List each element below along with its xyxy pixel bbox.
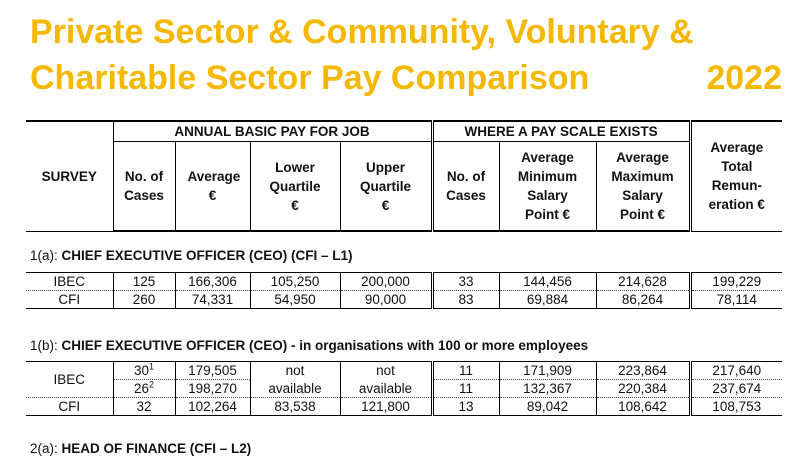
cases-value: 30 <box>133 363 149 378</box>
data-table-1a: IBEC 125 166,306 105,250 200,000 33 144,… <box>26 272 782 309</box>
cell-cases: 260 <box>112 290 176 309</box>
cell-scale-cases: 83 <box>430 290 500 309</box>
cell-lower-quartile: not <box>249 361 341 380</box>
cell-total-remuneration: 237,674 <box>688 379 782 398</box>
section-heading: CHIEF EXECUTIVE OFFICER (CEO) (CFI – L1) <box>61 248 353 263</box>
cell-average: 166,306 <box>174 272 251 291</box>
section-id: 1(a): <box>30 248 58 263</box>
section-title-1a: 1(a): CHIEF EXECUTIVE OFFICER (CEO) (CFI… <box>30 248 353 263</box>
cell-cases: 125 <box>112 272 176 291</box>
cell-cases: 301 <box>112 361 176 380</box>
cell-upper-quartile: 90,000 <box>339 290 433 309</box>
table-row: IBEC 125 166,306 105,250 200,000 33 144,… <box>26 272 782 291</box>
title-line-1: Private Sector & Community, Voluntary & <box>30 13 694 51</box>
column-header: SURVEY ANNUAL BASIC PAY FOR JOB WHERE A … <box>26 120 783 232</box>
section-title-1b: 1(b): CHIEF EXECUTIVE OFFICER (CEO) - in… <box>30 338 588 353</box>
cell-survey: CFI <box>26 397 114 416</box>
cell-average: 102,264 <box>174 397 251 416</box>
section-heading: HEAD OF FINANCE (CFI – L2) <box>61 441 252 456</box>
cell-survey: IBEC <box>26 272 114 291</box>
title-line-2: Charitable Sector Pay Comparison 2022 <box>30 58 790 98</box>
section-id: 1(b): <box>30 338 58 353</box>
header-annual-basic-pay: ANNUAL BASIC PAY FOR JOB <box>112 120 433 142</box>
cell-survey: IBEC <box>26 361 114 398</box>
cell-total-remuneration: 217,640 <box>688 361 782 380</box>
header-no-of-cases: No. of Cases <box>112 141 176 232</box>
header-average-minimum-salary-point: Average Minimum Salary Point € <box>498 141 597 232</box>
table-row: CFI 260 74,331 54,950 90,000 83 69,884 8… <box>26 290 782 309</box>
cell-cases: 262 <box>112 379 176 398</box>
title-text: Charitable Sector Pay Comparison <box>30 59 590 97</box>
header-lower-quartile: Lower Quartile € <box>249 141 341 232</box>
cell-average-min: 171,909 <box>498 361 597 380</box>
cell-average-max: 108,642 <box>595 397 691 416</box>
cell-lower-quartile: 83,538 <box>249 397 341 416</box>
title-year: 2022 <box>706 59 782 97</box>
cell-survey: CFI <box>26 290 114 309</box>
cell-lower-quartile: available <box>249 379 341 398</box>
table-row: CFI 32 102,264 83,538 121,800 13 89,042 … <box>26 397 782 416</box>
footnote-marker: 2 <box>149 379 155 390</box>
header-scale-no-of-cases: No. of Cases <box>430 141 500 232</box>
header-upper-quartile: Upper Quartile € <box>339 141 433 232</box>
header-average-total-remuneration: Average Total Remun-eration € <box>688 120 783 232</box>
cell-average-min: 132,367 <box>498 379 597 398</box>
section-title-2a: 2(a): HEAD OF FINANCE (CFI – L2) <box>30 441 251 456</box>
section-heading: CHIEF EXECUTIVE OFFICER (CEO) <box>61 338 288 353</box>
cases-value: 26 <box>133 381 149 396</box>
cell-average-max: 214,628 <box>595 272 691 291</box>
cell-upper-quartile: 200,000 <box>339 272 433 291</box>
cell-average-min: 69,884 <box>498 290 597 309</box>
cell-average: 74,331 <box>174 290 251 309</box>
cell-average: 198,270 <box>174 379 251 398</box>
cell-scale-cases: 33 <box>430 272 500 291</box>
cell-upper-quartile: 121,800 <box>339 397 433 416</box>
data-table-1b: IBEC 301 179,505 not not 11 171,909 223,… <box>26 361 782 416</box>
cell-average-max: 220,384 <box>595 379 691 398</box>
cell-scale-cases: 13 <box>430 397 500 416</box>
cell-upper-quartile: not <box>339 361 433 380</box>
header-survey: SURVEY <box>26 120 114 232</box>
cell-scale-cases: 11 <box>430 361 500 380</box>
header-average-maximum-salary-point: Average Maximum Salary Point € <box>595 141 691 232</box>
section-heading-suffix: - in organisations with 100 or more empl… <box>287 338 589 353</box>
header-pay-scale: WHERE A PAY SCALE EXISTS <box>430 120 691 142</box>
cell-lower-quartile: 54,950 <box>249 290 341 309</box>
header-average: Average € <box>174 141 251 232</box>
cell-total-remuneration: 199,229 <box>688 272 782 291</box>
table-row: IBEC 301 179,505 not not 11 171,909 223,… <box>26 361 782 398</box>
cell-average: 179,505 <box>174 361 251 380</box>
cell-total-remuneration: 108,753 <box>688 397 782 416</box>
cell-total-remuneration: 78,114 <box>688 290 782 309</box>
cell-average-max: 86,264 <box>595 290 691 309</box>
cell-average-max: 223,864 <box>595 361 691 380</box>
cell-average-min: 144,456 <box>498 272 597 291</box>
cell-average-min: 89,042 <box>498 397 597 416</box>
table-row: 262 198,270 available available 11 132,3… <box>26 379 782 398</box>
cell-scale-cases: 11 <box>430 379 500 398</box>
footnote-marker: 1 <box>149 361 155 372</box>
cell-cases: 32 <box>112 397 176 416</box>
section-id: 2(a): <box>30 441 58 456</box>
cell-lower-quartile: 105,250 <box>249 272 341 291</box>
cell-upper-quartile: available <box>339 379 433 398</box>
